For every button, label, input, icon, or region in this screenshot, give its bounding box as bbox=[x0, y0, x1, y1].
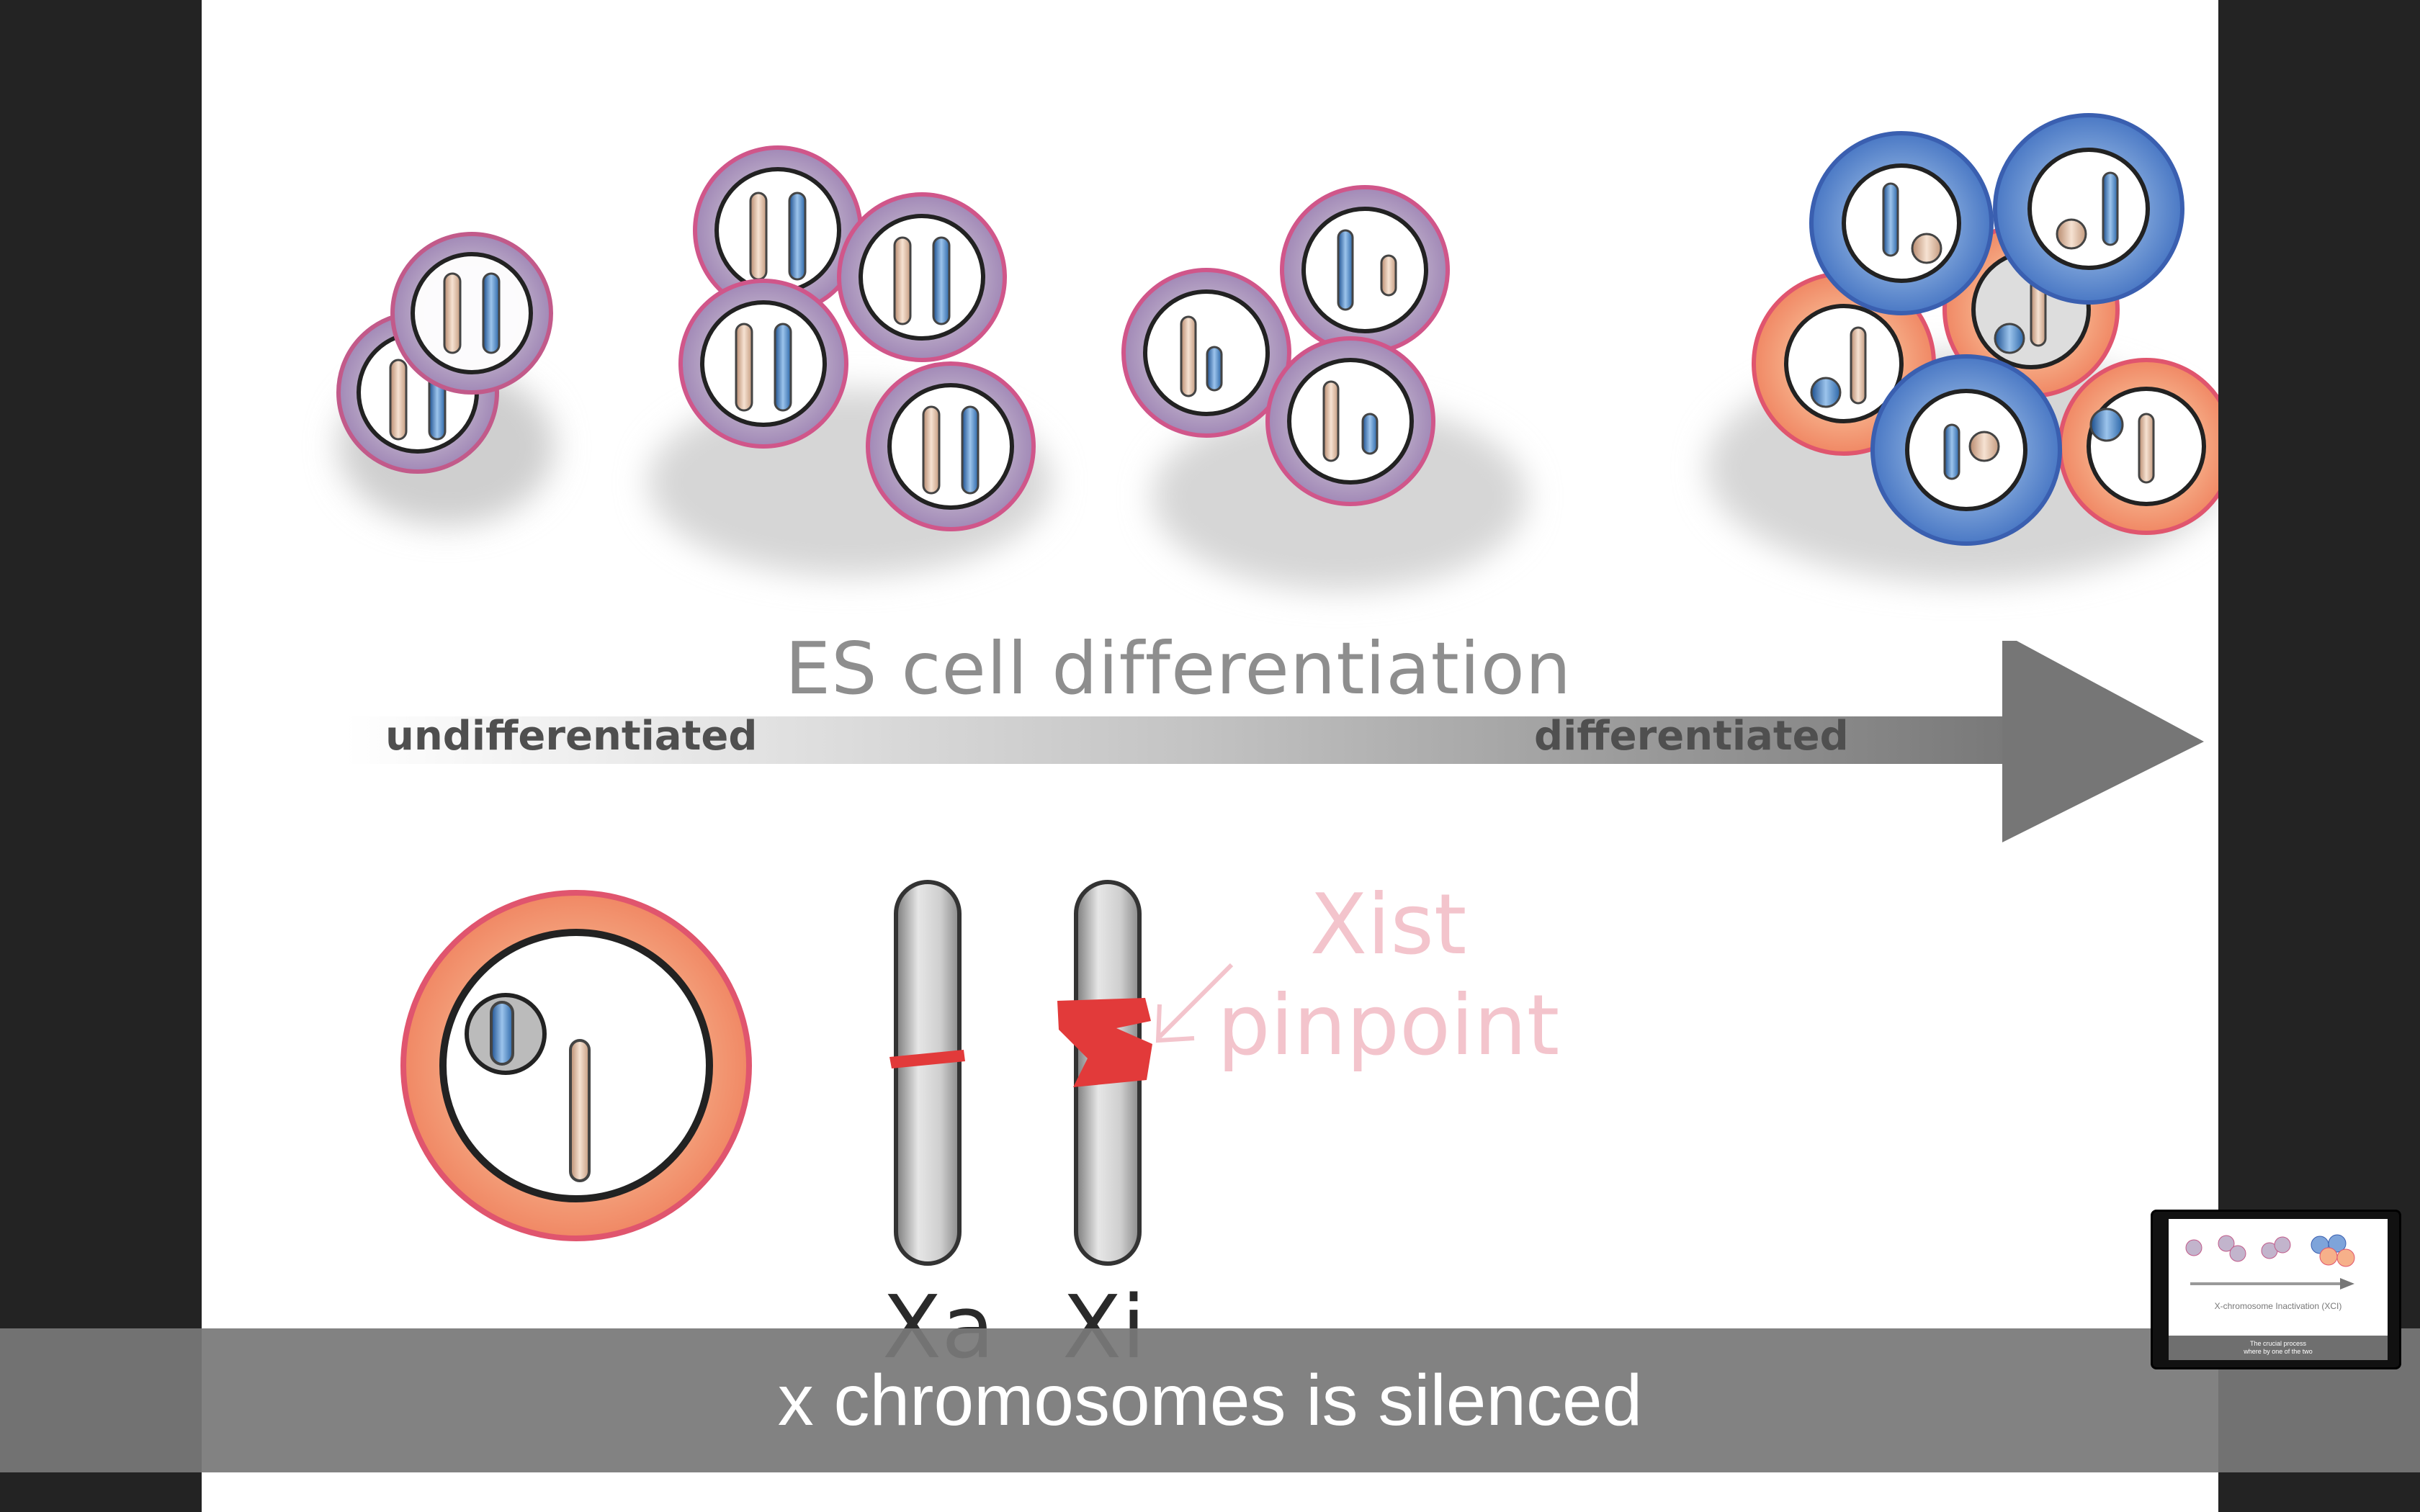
cell-group-stage-3 bbox=[1121, 185, 1527, 590]
video-thumbnail-preview[interactable]: X-chromosome Inactivation (XCI) The cruc… bbox=[2151, 1210, 2401, 1369]
thumbnail-caption-line-1: The crucial process bbox=[2249, 1340, 2307, 1347]
thumbnail-slide: X-chromosome Inactivation (XCI) The cruc… bbox=[2169, 1219, 2388, 1360]
thumbnail-caption: The crucial process where by one of the … bbox=[2169, 1336, 2388, 1360]
xist-pinpoint-label: Xist pinpoint bbox=[1217, 876, 1560, 1074]
arrow-title: ES cell differentiation bbox=[785, 626, 1572, 711]
thumbnail-caption-line-2: where by one of the two bbox=[2244, 1348, 2313, 1355]
cell-diagram bbox=[336, 113, 2218, 1266]
differentiated-cell bbox=[400, 890, 752, 1241]
differentiated-label: differentiated bbox=[1534, 713, 1849, 760]
undifferentiated-label: undifferentiated bbox=[385, 713, 758, 760]
chromosome-xa bbox=[889, 880, 965, 1266]
cell-group-stage-1 bbox=[336, 232, 555, 526]
cell-group-stage-2 bbox=[648, 145, 1052, 576]
differentiation-arrow bbox=[346, 641, 2204, 842]
thumbnail-title: X-chromosome Inactivation (XCI) bbox=[2214, 1301, 2342, 1311]
cell-group-stage-4 bbox=[1707, 113, 2218, 583]
chromosome-xi bbox=[1057, 880, 1234, 1266]
thumbnail-diagram bbox=[2185, 1234, 2355, 1290]
subtitle-text: x chromosomes is silenced bbox=[777, 1360, 1643, 1441]
subtitle-bar bbox=[0, 1328, 2420, 1472]
presentation-slide: ES cell differentiation undifferentiated… bbox=[202, 0, 2218, 1512]
